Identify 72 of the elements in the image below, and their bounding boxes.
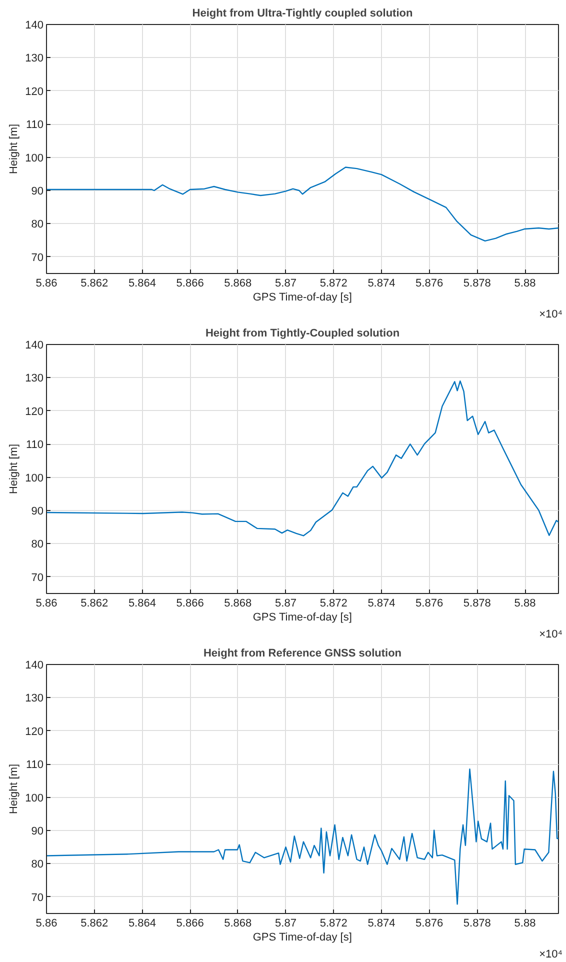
x-tick-label: 5.86 — [36, 918, 58, 930]
y-tick-label: 130 — [25, 372, 44, 385]
x-tick-label: 5.872 — [320, 278, 348, 290]
y-tick-label: 90 — [31, 826, 44, 838]
x-tick-label: 5.866 — [176, 598, 204, 610]
x-tick-label: 5.864 — [128, 598, 156, 610]
x-tick-label: 5.868 — [224, 918, 252, 930]
y-tick-label: 110 — [26, 439, 44, 452]
y-tick-label: 80 — [31, 538, 44, 551]
y-tick-label: 120 — [25, 86, 44, 98]
text: ×10⁴ — [539, 308, 563, 320]
x-tick-label: 5.88 — [514, 918, 536, 930]
x-tick-label: 5.876 — [416, 598, 444, 610]
y-tick-label: 130 — [25, 52, 44, 65]
chart-title: Height from Ultra-Tightly coupled solution — [192, 8, 413, 20]
x-tick-label: 5.878 — [463, 598, 491, 610]
x-tick-label: 5.868 — [224, 278, 252, 290]
y-tick-label: 100 — [25, 792, 44, 804]
x-tick-label: 5.862 — [80, 598, 108, 610]
x-tick-label: 5.874 — [368, 918, 396, 930]
line-series — [46, 166, 558, 242]
x-tick-label: 5.866 — [176, 918, 204, 930]
x-tick-label: 5.86 — [36, 598, 58, 610]
x-tick-label: 5.876 — [416, 278, 444, 290]
x-tick-label: 5.87 — [275, 918, 296, 930]
text: ×10⁴ — [539, 948, 563, 960]
y-tick-label: 110 — [26, 759, 44, 772]
x-tick-label: 5.872 — [320, 918, 348, 930]
line-series — [46, 380, 558, 536]
y-tick-label: 110 — [26, 119, 44, 132]
x-tick-label: 5.862 — [80, 278, 108, 290]
y-tick-label: 80 — [31, 218, 44, 231]
x-tick-label: 5.878 — [463, 918, 491, 930]
y-tick-label: 70 — [31, 252, 44, 264]
chart-title: Height from Tightly-Coupled solution — [205, 328, 400, 340]
chart-title: Height from Reference GNSS solution — [203, 648, 402, 660]
x-tick-label: 5.876 — [416, 918, 444, 930]
x-tick-label: 5.878 — [463, 278, 491, 290]
x-tick-label: 5.86 — [36, 278, 58, 290]
y-axis-title: Height [m] — [8, 124, 20, 174]
y-tick-label: 120 — [25, 406, 44, 418]
line-series — [46, 768, 558, 905]
y-tick-label: 130 — [25, 692, 44, 705]
x-tick-label: 5.88 — [514, 598, 536, 610]
y-axis-title: Height [m] — [8, 444, 20, 494]
x-axis-title: GPS Time-of-day [s] — [252, 612, 352, 624]
x-tick-label: 5.872 — [320, 598, 348, 610]
x-tick-label: 5.864 — [128, 278, 156, 290]
x-tick-label: 5.868 — [224, 598, 252, 610]
x-tick-label: 5.862 — [80, 918, 108, 930]
x-tick-label: 5.88 — [514, 278, 536, 290]
x-tick-label: 5.874 — [368, 598, 396, 610]
x-tick-label: 5.864 — [128, 918, 156, 930]
y-tick-label: 80 — [31, 858, 44, 871]
y-tick-label: 120 — [25, 726, 44, 738]
x-tick-label: 5.866 — [176, 278, 204, 290]
y-tick-label: 100 — [25, 472, 44, 484]
y-tick-label: 140 — [25, 20, 44, 32]
x-tick-label: 5.87 — [275, 598, 296, 610]
y-axis-title: Height [m] — [8, 764, 20, 814]
x-tick-label: 5.874 — [368, 278, 396, 290]
y-tick-label: 140 — [25, 340, 44, 352]
x-tick-label: 5.87 — [275, 278, 296, 290]
text: ×10⁴ — [539, 628, 563, 640]
y-tick-label: 140 — [25, 660, 44, 672]
y-tick-label: 90 — [31, 186, 44, 198]
x-axis-title: GPS Time-of-day [s] — [252, 292, 352, 304]
y-tick-label: 90 — [31, 506, 44, 518]
x-axis-title: GPS Time-of-day [s] — [252, 932, 352, 944]
y-tick-label: 70 — [31, 892, 44, 904]
y-tick-label: 100 — [25, 152, 44, 164]
y-tick-label: 70 — [31, 572, 44, 584]
